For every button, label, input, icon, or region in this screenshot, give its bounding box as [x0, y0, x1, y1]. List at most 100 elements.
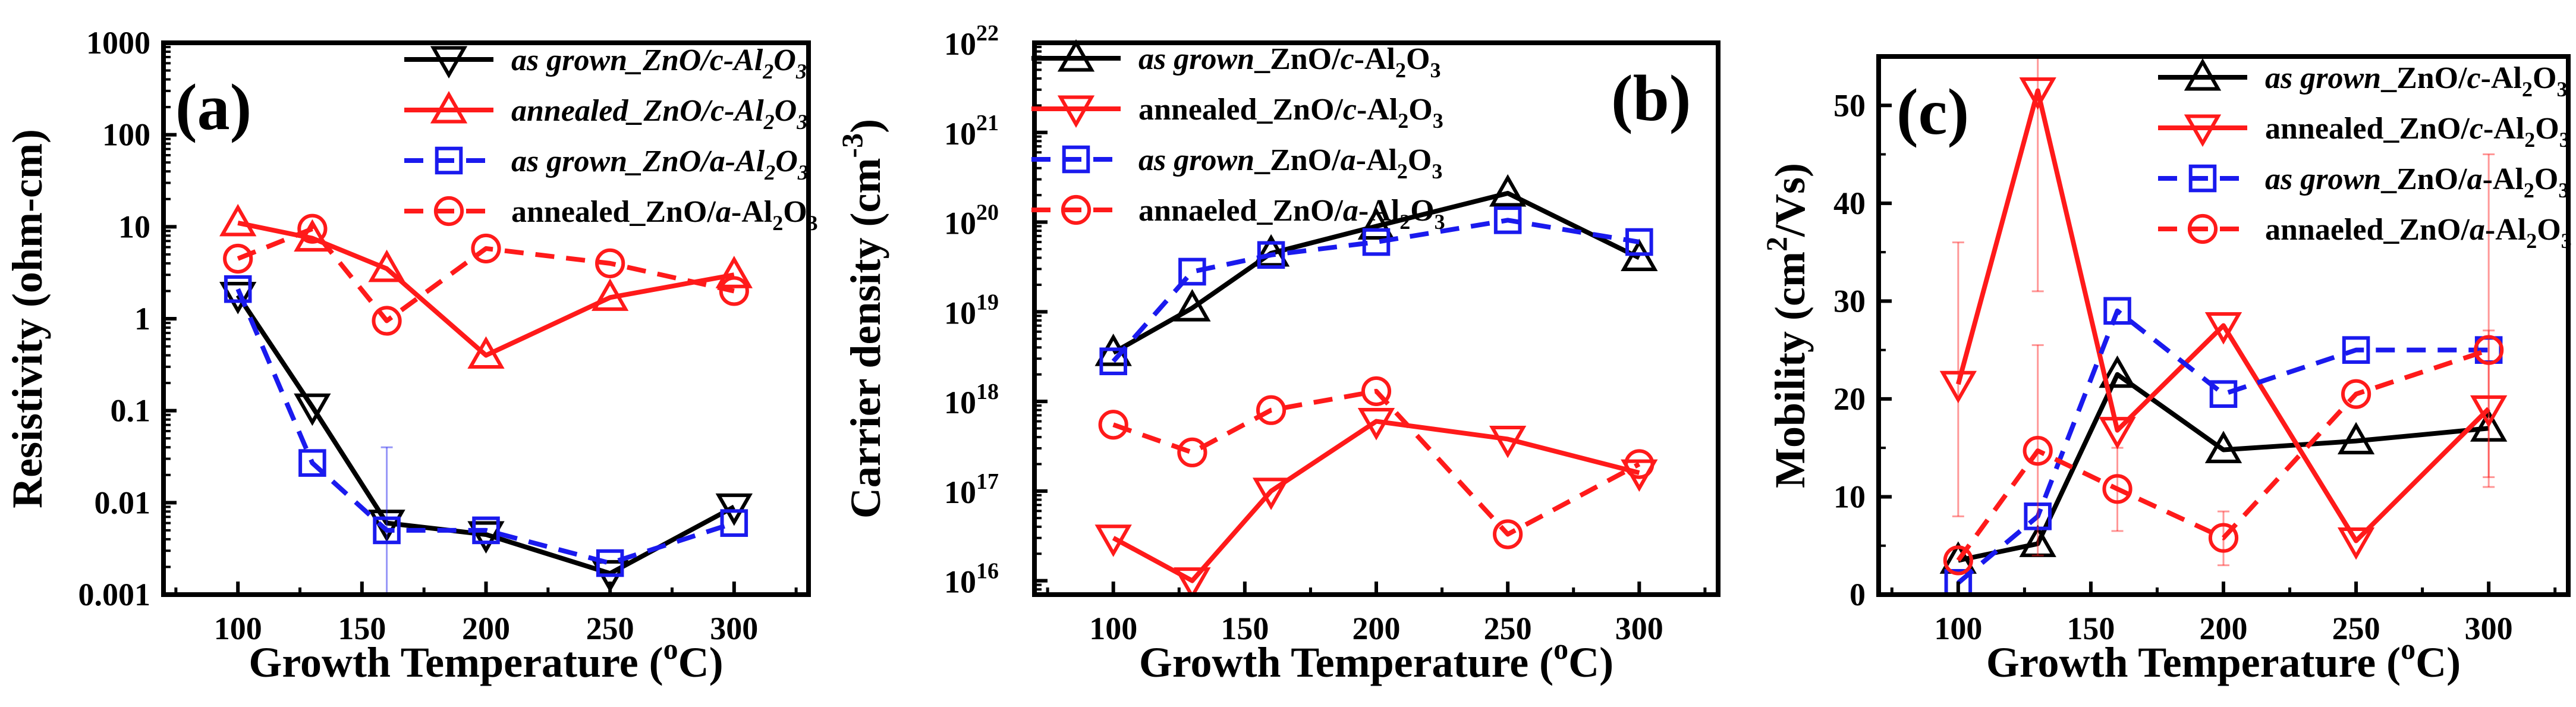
legend-item: annealed_ZnO/c-Al2​O3​: [2158, 112, 2570, 152]
y-tick-label: 30: [1833, 283, 1866, 319]
series-4: [223, 213, 749, 336]
legend-label: annealed_ZnO/c-Al2​O3​: [1138, 93, 1443, 133]
legend-marker: [1062, 145, 1090, 174]
legend-label: as grown_ZnO/c-Al2​O3​: [1138, 42, 1440, 82]
data-point: [2099, 417, 2136, 450]
panel-b: 100 150 200 250 300 1016 1017 1018 1019 1020 1021 1…: [835, 21, 1721, 686]
y-tick-label: 0.1: [111, 393, 151, 429]
data-point: [368, 249, 405, 282]
series-line: [1956, 347, 2490, 562]
data-point: [2204, 431, 2242, 463]
legend-item: as grown_ZnO/a-Al2​O3​: [2158, 162, 2569, 202]
panel-label: (a): [175, 71, 251, 143]
legend: as grown_ZnO/c-Al2​O3​ annealed_ZnO/c-Al2…: [404, 43, 818, 235]
data-point: [223, 243, 253, 274]
series-3: [224, 275, 748, 595]
data-point: [595, 248, 625, 278]
legend-marker: [1061, 194, 1092, 225]
data-point: [467, 521, 505, 554]
data-point: [219, 282, 257, 315]
legend-item: as grown_ZnO/a-Al2​O3​: [404, 144, 809, 184]
legend-marker: [2188, 164, 2217, 193]
legend-item: annealed_ZnO/c-Al2​O3​: [1031, 93, 1443, 133]
data-point: [2204, 312, 2242, 345]
legend-label: as grown_ZnO/c-Al2​O3​: [2265, 61, 2567, 101]
panel-a: 100 150 200 250 300 0.001 0.01 0.1 1 10 100 1000 (a)…: [4, 25, 818, 686]
x-tick-label: 100: [1934, 611, 1982, 646]
data-point: [2342, 336, 2370, 364]
data-point: [2341, 379, 2371, 409]
legend-marker: [2184, 58, 2222, 91]
y-tick-label: 0.01: [95, 485, 151, 520]
y-tick-label: 10: [118, 209, 150, 244]
data-point: [2103, 297, 2131, 325]
legend-marker: [435, 146, 463, 175]
y-tick-label: 1016: [944, 559, 999, 600]
legend-label: as grown_ZnO/c-Al2​O3​: [511, 43, 807, 83]
series-4: [1098, 376, 1655, 549]
data-point: [224, 275, 252, 303]
data-point: [715, 493, 753, 526]
x-tick-label: 250: [2332, 611, 2380, 646]
data-point: [2470, 395, 2508, 428]
data-point: [1489, 174, 1527, 207]
x-axis-label: Growth Temperature (oC): [1986, 632, 2461, 686]
legend-label: annaeled_ZnO/a-Al2​O3​: [2265, 213, 2572, 253]
x-axis-label: Growth Temperature (oC): [1139, 632, 1613, 686]
y-axis-label: Mobility (cm2/Vs): [1760, 163, 1814, 488]
data-point: [1252, 234, 1290, 267]
legend-marker: [430, 46, 468, 79]
x-tick-label: 150: [338, 611, 386, 646]
data-point: [1174, 289, 1211, 322]
x-tick-label: 100: [214, 611, 262, 646]
y-tick-label: 0: [1850, 577, 1866, 612]
series-line: [1111, 218, 1640, 363]
data-point: [720, 509, 748, 537]
legend-item: annaeled_ZnO/a-Al2​O3​: [2158, 213, 2572, 253]
legend-marker: [2187, 213, 2218, 244]
data-point: [1489, 425, 1527, 458]
data-point: [298, 449, 326, 477]
y-tick-label: 100: [102, 117, 150, 153]
series-line: [1958, 372, 2489, 563]
data-point: [715, 256, 753, 288]
axes-frame: [161, 40, 811, 597]
data-point: [2208, 523, 2239, 553]
data-point: [373, 516, 401, 545]
legend-item: as grown_ZnO/c-Al2​O3​: [1031, 39, 1440, 82]
series-line: [235, 294, 735, 576]
data-point: [294, 219, 331, 252]
data-point: [1257, 241, 1285, 269]
legend-marker: [1057, 95, 1095, 128]
data-point: [719, 276, 749, 306]
series-1: [1939, 355, 2508, 574]
series-3: [1099, 206, 1653, 375]
legend-label: annaeled_ZnO/a-Al2​O3​: [1138, 194, 1445, 234]
data-point: [471, 233, 501, 264]
data-point: [2337, 422, 2375, 455]
series-line: [235, 288, 735, 566]
legend-item: as grown_ZnO/a-Al2​O3​: [1031, 143, 1442, 183]
data-point: [1174, 567, 1211, 595]
series-line: [1957, 308, 2489, 585]
x-axis-label: Growth Temperature (oC): [249, 632, 723, 686]
y-tick-label: 50: [1833, 87, 1866, 123]
plot-area: [1094, 174, 1658, 595]
legend-label: annealed_ZnO/a-Al2​O3​: [511, 195, 818, 235]
data-point: [2023, 436, 2053, 466]
legend-marker: [433, 196, 464, 227]
data-point: [472, 516, 500, 545]
y-tick-label: 1019: [944, 290, 999, 331]
x-tick-label: 150: [2067, 611, 2115, 646]
legend-label: as grown_ZnO/a-Al2​O3​: [511, 144, 809, 184]
y-tick-label: 1018: [944, 379, 999, 420]
data-point: [2102, 474, 2132, 504]
data-point: [297, 213, 328, 244]
y-axis-label: Resistivity (ohm-cm): [4, 129, 51, 508]
y-axis-label: Carrier density (cm-3): [835, 119, 889, 519]
data-point: [1621, 238, 1658, 272]
data-point: [1361, 376, 1392, 407]
y-tick-label: 1022: [944, 21, 999, 62]
legend-label: as grown_ZnO/a-Al2​O3​: [1138, 143, 1442, 183]
